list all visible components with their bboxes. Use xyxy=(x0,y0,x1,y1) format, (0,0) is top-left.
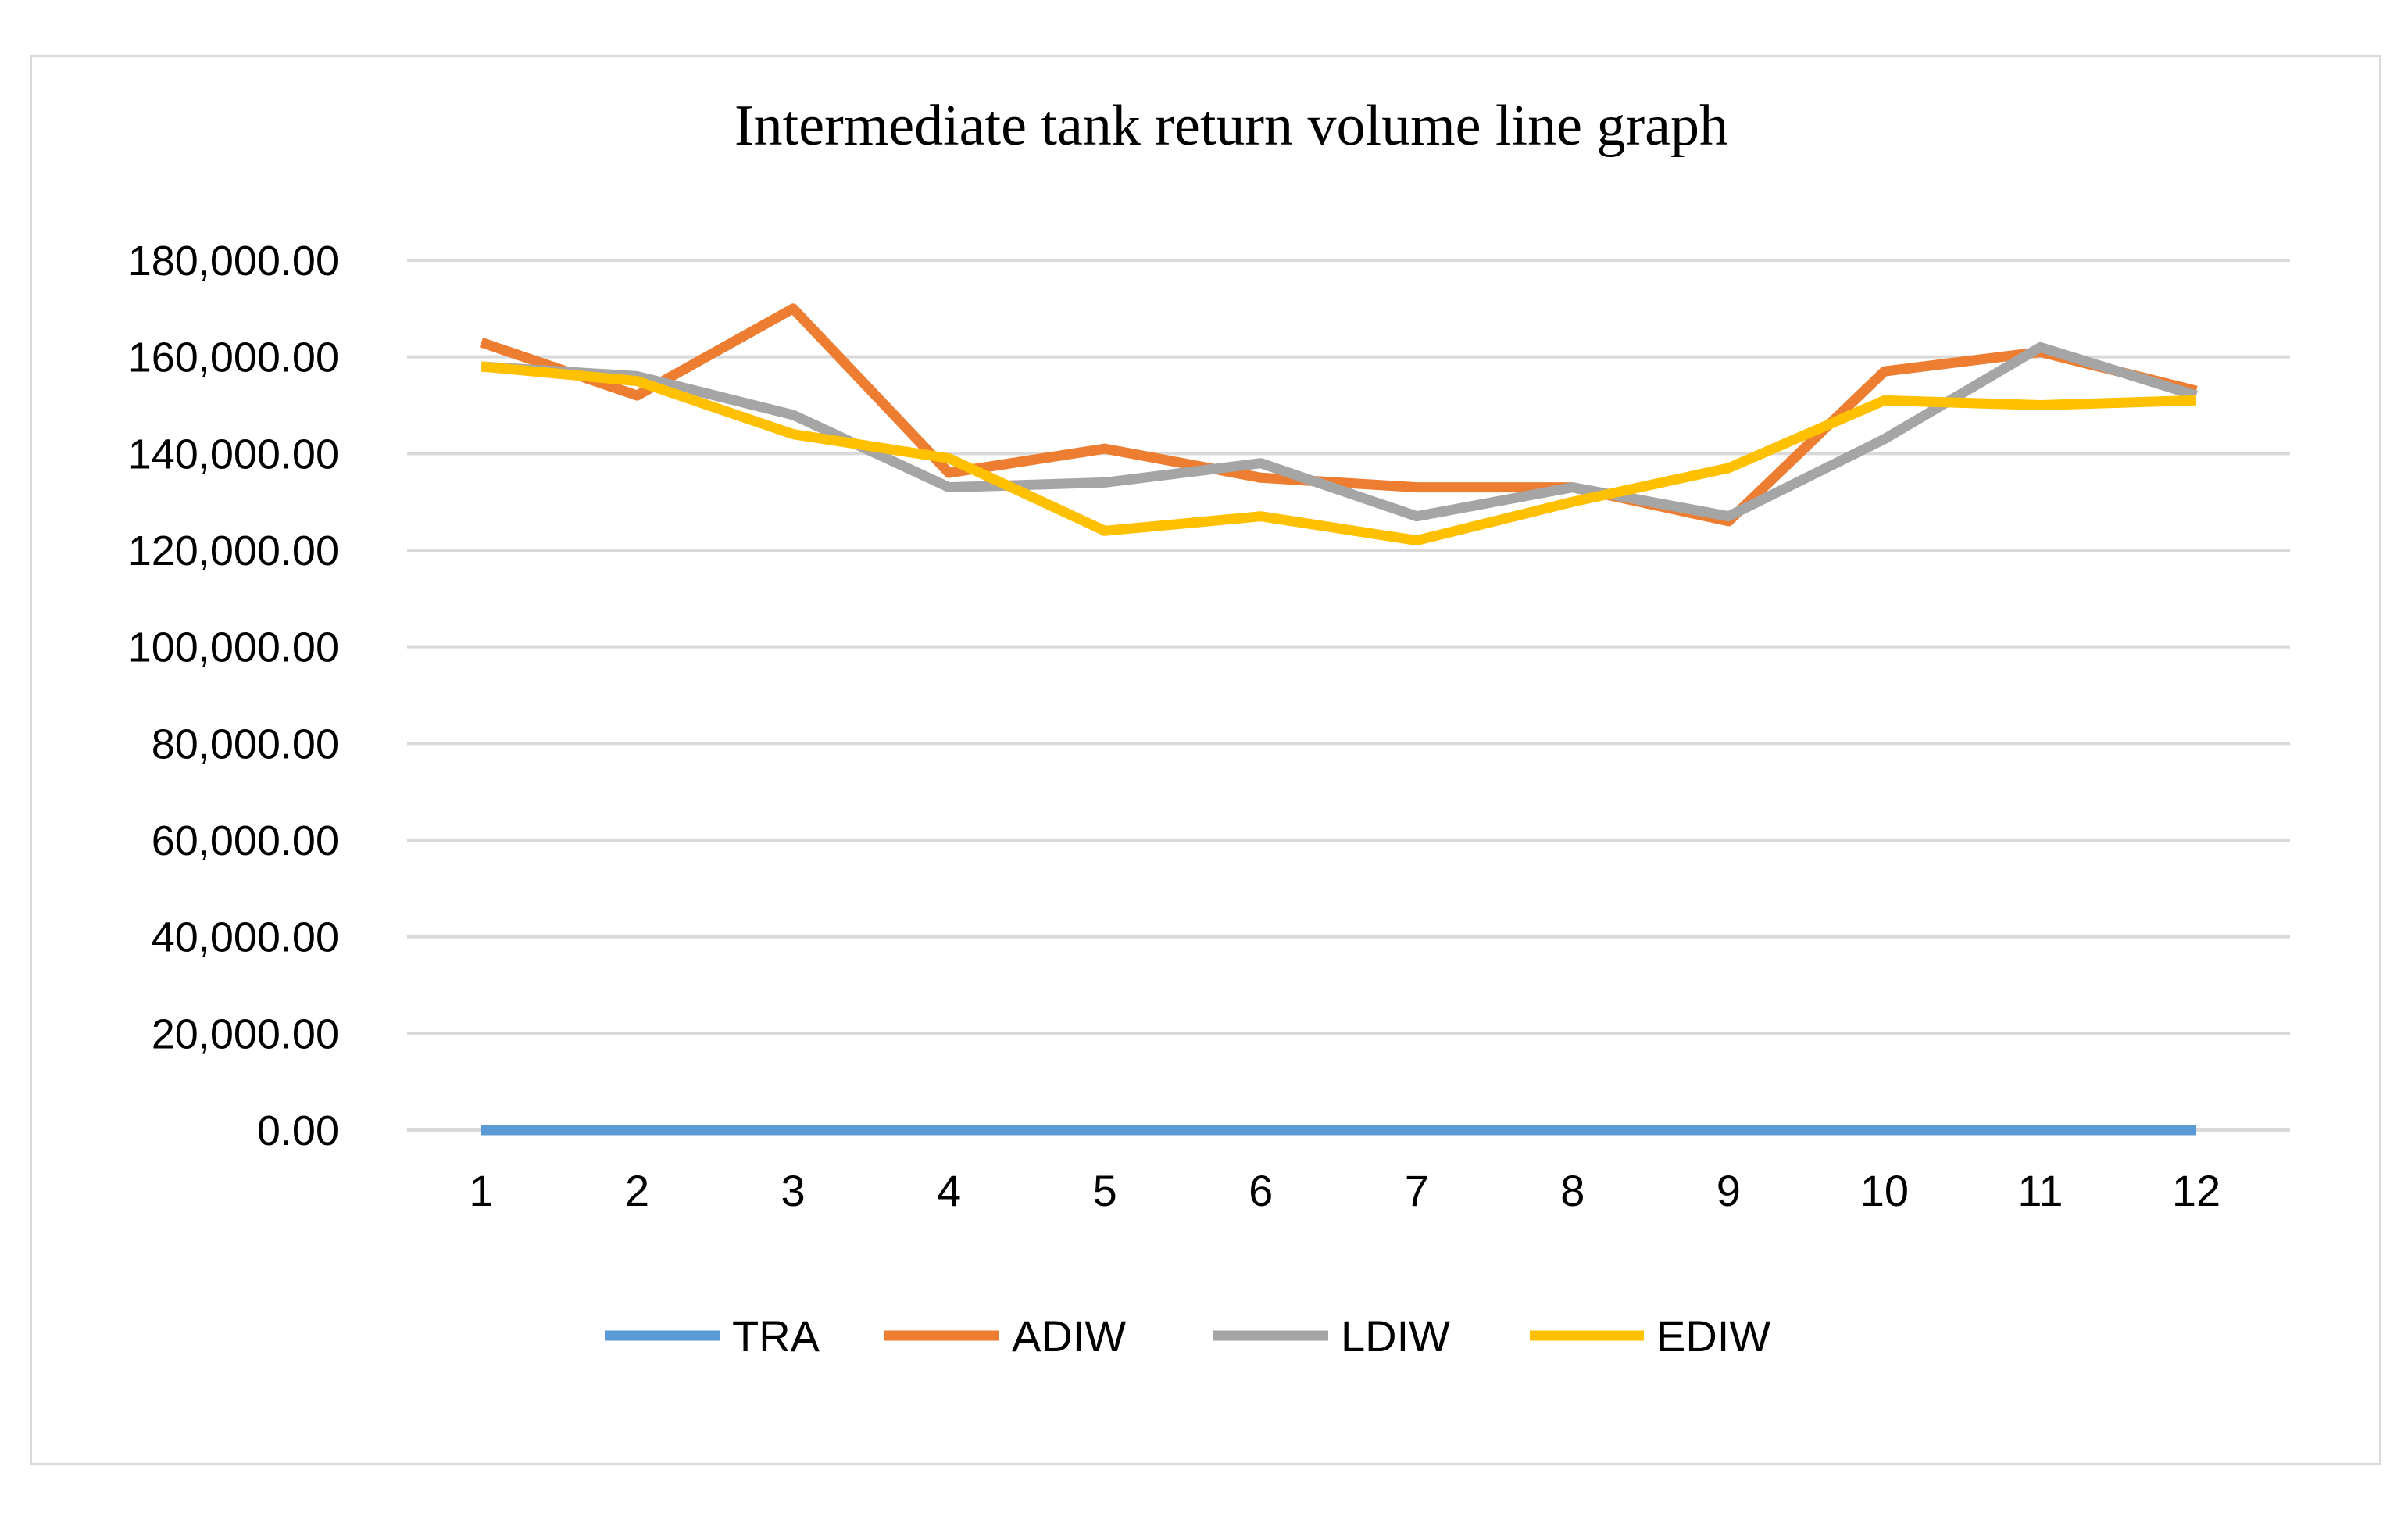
x-tick-label: 9 xyxy=(1717,1166,1741,1215)
y-tick-label: 100,000.00 xyxy=(128,624,339,671)
y-tick-label: 180,000.00 xyxy=(128,238,339,284)
chart-title: Intermediate tank return volume line gra… xyxy=(734,94,1728,158)
y-tick-label: 40,000.00 xyxy=(152,914,339,961)
x-tick-label: 11 xyxy=(2017,1166,2063,1215)
line-chart: Intermediate tank return volume line gra… xyxy=(128,94,2290,1361)
x-tick-label: 6 xyxy=(1249,1166,1273,1215)
legend-label-ldiw: LDIW xyxy=(1341,1311,1450,1361)
series-line-ldiw xyxy=(481,342,2198,522)
x-tick-label: 5 xyxy=(1093,1166,1117,1215)
series-layer xyxy=(479,303,2198,1136)
x-axis-ticks: 1 2 3 4 5 6 7 8 9 10 11 12 xyxy=(469,1166,2220,1215)
y-tick-label: 80,000.00 xyxy=(152,721,339,767)
y-tick-label: 160,000.00 xyxy=(128,334,339,381)
legend: TRA ADIW LDIW EDIW xyxy=(605,1311,1770,1361)
y-tick-label: 140,000.00 xyxy=(128,431,339,477)
x-tick-label: 10 xyxy=(1860,1166,1909,1215)
y-axis-ticks: 0.00 20,000.00 40,000.00 60,000.00 80,000.00… xyxy=(128,238,339,1154)
y-tick-label: 120,000.00 xyxy=(128,528,339,574)
x-tick-label: 12 xyxy=(2172,1166,2220,1215)
series-line-adiw xyxy=(479,303,2198,527)
x-tick-label: 1 xyxy=(469,1166,493,1215)
x-tick-label: 3 xyxy=(781,1166,806,1215)
x-tick-label: 2 xyxy=(625,1166,649,1215)
y-tick-label: 0.00 xyxy=(257,1107,339,1154)
legend-label-adiw: ADIW xyxy=(1012,1311,1126,1361)
y-tick-label: 20,000.00 xyxy=(152,1010,339,1057)
grid-layer xyxy=(407,259,2290,1132)
x-tick-label: 8 xyxy=(1560,1166,1584,1215)
chart-frame: Intermediate tank return volume line gra… xyxy=(30,55,2381,1465)
legend-label-ediw: EDIW xyxy=(1656,1311,1770,1361)
y-tick-label: 60,000.00 xyxy=(152,817,339,864)
x-tick-label: 4 xyxy=(937,1166,961,1215)
series-line-ediw xyxy=(481,361,2197,546)
legend-label-tra: TRA xyxy=(732,1311,820,1361)
x-tick-label: 7 xyxy=(1405,1166,1429,1215)
